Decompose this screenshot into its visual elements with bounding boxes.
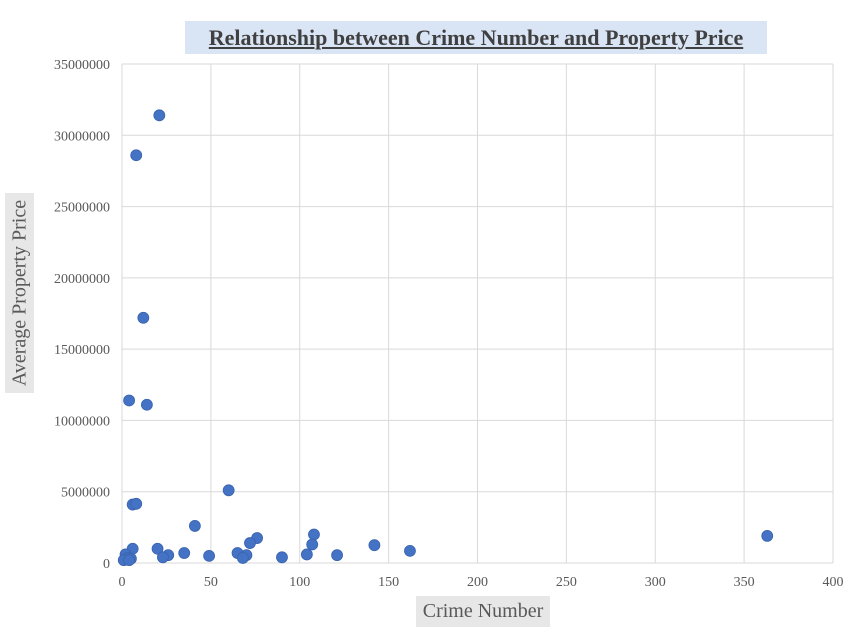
- y-axis-ticks: 0 5000000 10000000 15000000 20000000 25000000…: [54, 58, 110, 572]
- y-tick-label: 35000000: [54, 58, 110, 73]
- y-axis-label-background: [5, 193, 34, 393]
- data-point: [331, 549, 343, 562]
- chart-title: Relationship between Crime Number and Pr…: [208, 25, 744, 50]
- data-point: [153, 109, 166, 122]
- x-axis-label: Crime Number: [422, 600, 544, 622]
- y-tick-label: 25000000: [54, 201, 110, 216]
- y-axis-label: Average Property Price: [8, 199, 31, 387]
- data-point: [151, 542, 164, 555]
- x-axis-label-background: [416, 596, 550, 627]
- y-tick-label: 10000000: [54, 414, 110, 429]
- horizontal-gridlines: [122, 63, 833, 564]
- data-point: [123, 554, 136, 567]
- x-tick-label: 50: [204, 575, 218, 590]
- x-tick-label: 150: [378, 575, 399, 590]
- data-point: [188, 520, 201, 532]
- y-tick-label: 15000000: [54, 343, 110, 358]
- data-point: [130, 497, 143, 510]
- data-point: [123, 394, 136, 407]
- data-point: [236, 552, 249, 564]
- data-point: [203, 549, 215, 562]
- data-point: [306, 538, 319, 551]
- data-point: [368, 539, 381, 552]
- y-tick-label: 20000000: [54, 272, 110, 287]
- x-tick-label: 100: [289, 575, 310, 590]
- data-point: [137, 311, 150, 324]
- x-tick-label: 250: [556, 575, 577, 590]
- vertical-gridlines: [121, 64, 834, 563]
- data-point: [276, 551, 288, 564]
- data-point: [222, 484, 235, 497]
- data-point: [761, 530, 774, 542]
- data-point: [404, 544, 416, 557]
- x-tick-label: 400: [823, 575, 844, 590]
- data-point: [130, 149, 143, 162]
- data-point: [300, 548, 313, 561]
- data-point: [178, 547, 191, 559]
- x-axis-ticks: 0 50 100 150 200 250 300 350 400: [119, 575, 844, 590]
- x-tick-label: 0: [119, 575, 126, 590]
- x-tick-label: 300: [645, 575, 666, 590]
- x-tick-label: 200: [467, 575, 488, 590]
- y-tick-label: 0: [103, 557, 110, 572]
- data-point: [308, 528, 320, 541]
- y-tick-label: 30000000: [54, 129, 110, 144]
- y-tick-label: 5000000: [61, 486, 110, 501]
- data-points: [117, 109, 774, 567]
- data-point: [140, 398, 153, 411]
- x-tick-label: 350: [734, 575, 755, 590]
- data-point: [156, 551, 169, 564]
- chart-title-background: [185, 21, 767, 54]
- data-point: [244, 537, 256, 549]
